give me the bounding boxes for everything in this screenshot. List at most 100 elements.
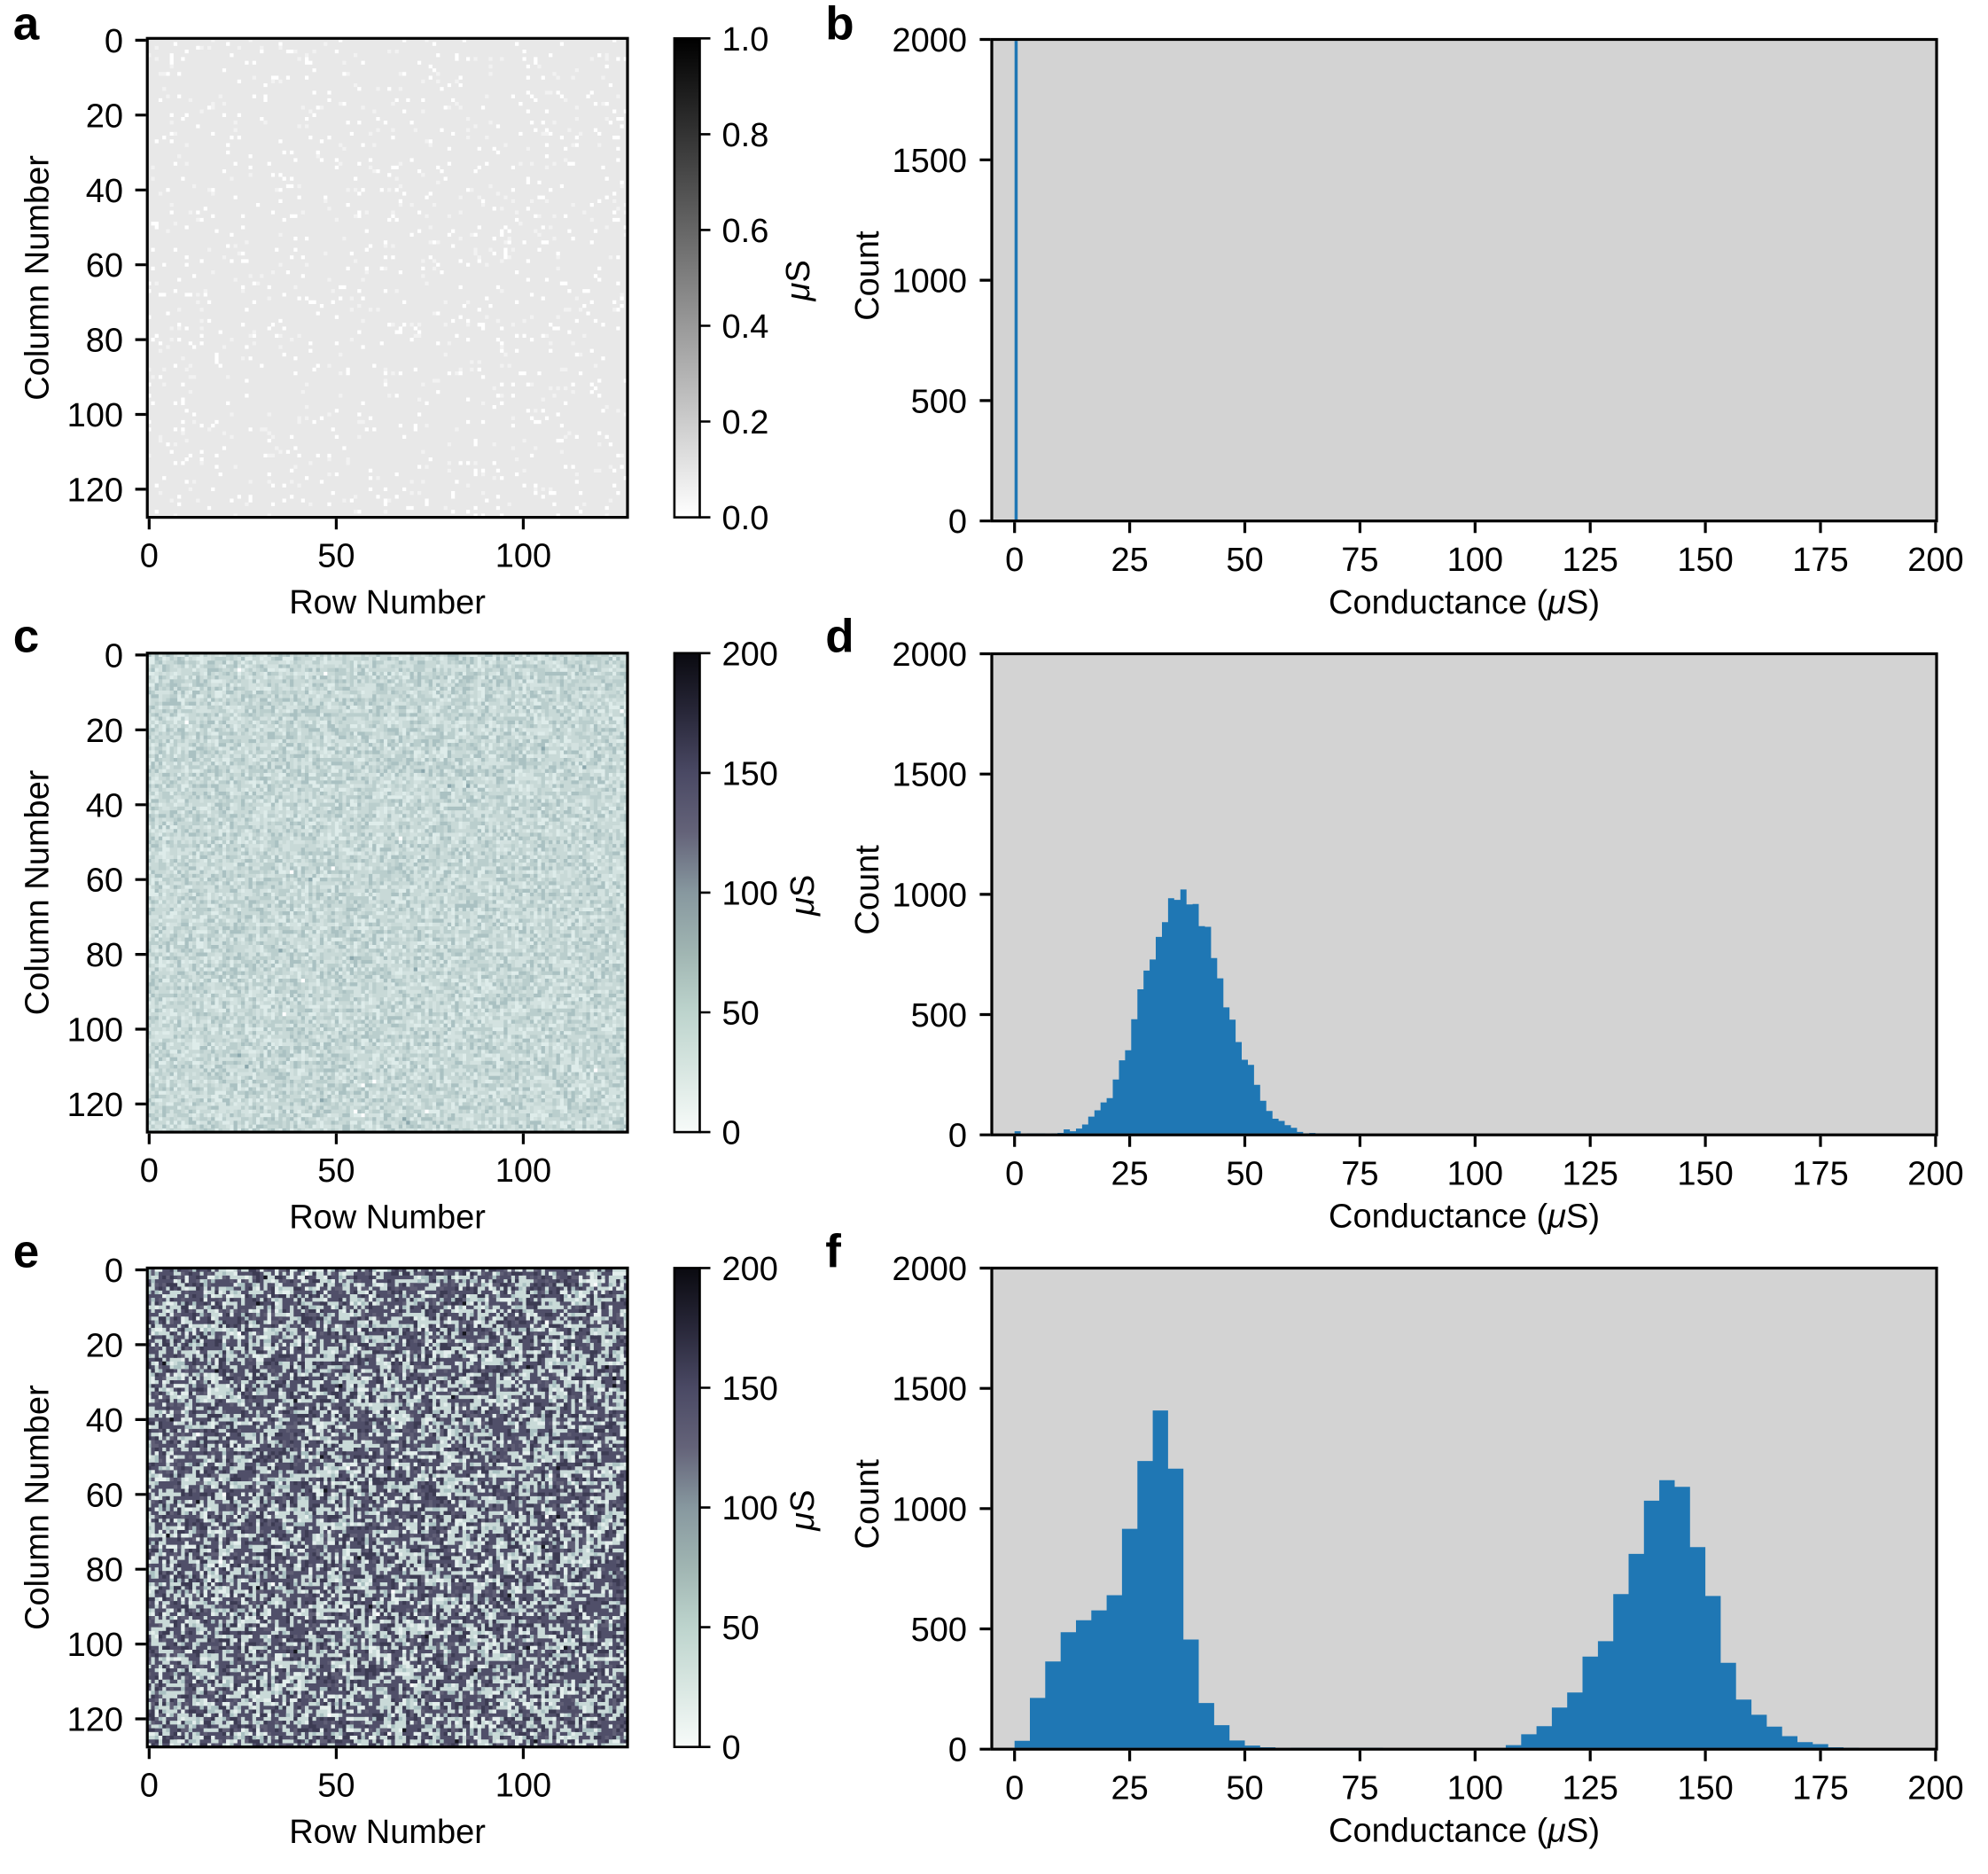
svg-text:Column Number: Column Number — [19, 769, 57, 1015]
svg-text:40: 40 — [86, 173, 123, 210]
svg-text:0.0: 0.0 — [722, 500, 769, 537]
svg-text:1500: 1500 — [892, 757, 967, 794]
svg-text:50: 50 — [317, 1152, 355, 1190]
svg-text:Row Number: Row Number — [289, 584, 486, 621]
svg-text:Conductance (μS): Conductance (μS) — [1329, 1199, 1600, 1236]
svg-text:1500: 1500 — [892, 143, 967, 180]
svg-text:0: 0 — [948, 1118, 967, 1155]
svg-text:2000: 2000 — [892, 22, 967, 59]
svg-text:20: 20 — [86, 98, 123, 135]
svg-text:60: 60 — [86, 1477, 123, 1514]
svg-text:100: 100 — [1447, 1156, 1503, 1193]
svg-text:80: 80 — [86, 323, 123, 360]
svg-text:175: 175 — [1792, 542, 1848, 579]
svg-text:a: a — [13, 0, 40, 51]
svg-text:200: 200 — [722, 1251, 778, 1288]
svg-text:100: 100 — [67, 1627, 123, 1664]
svg-text:μS: μS — [780, 260, 817, 301]
svg-text:120: 120 — [67, 472, 123, 509]
svg-text:500: 500 — [911, 1612, 967, 1649]
svg-text:75: 75 — [1341, 1770, 1378, 1808]
svg-text:100: 100 — [67, 397, 123, 434]
svg-text:0: 0 — [1005, 542, 1024, 579]
svg-text:f: f — [825, 1226, 841, 1278]
svg-text:20: 20 — [86, 1327, 123, 1364]
svg-text:60: 60 — [86, 247, 123, 285]
svg-text:1000: 1000 — [892, 1491, 967, 1528]
svg-text:50: 50 — [722, 996, 760, 1033]
svg-text:40: 40 — [86, 1402, 123, 1440]
svg-text:0: 0 — [1005, 1156, 1024, 1193]
svg-text:500: 500 — [911, 997, 967, 1035]
svg-text:Row Number: Row Number — [289, 1199, 486, 1237]
svg-text:80: 80 — [86, 937, 123, 974]
svg-text:500: 500 — [911, 383, 967, 420]
svg-text:50: 50 — [1226, 1156, 1263, 1193]
svg-text:100: 100 — [495, 1152, 551, 1190]
svg-text:60: 60 — [86, 863, 123, 900]
svg-text:0: 0 — [948, 1732, 967, 1769]
svg-text:175: 175 — [1792, 1770, 1848, 1808]
svg-text:b: b — [825, 0, 854, 51]
svg-text:100: 100 — [1447, 1770, 1503, 1808]
svg-text:1.0: 1.0 — [722, 21, 769, 59]
svg-text:0: 0 — [140, 1152, 159, 1190]
svg-text:Column Number: Column Number — [19, 1385, 57, 1630]
svg-text:1000: 1000 — [892, 263, 967, 301]
svg-text:100: 100 — [67, 1012, 123, 1050]
svg-text:150: 150 — [722, 1370, 778, 1408]
svg-text:Conductance (μS): Conductance (μS) — [1329, 584, 1600, 621]
svg-text:0: 0 — [140, 1768, 159, 1805]
svg-text:0: 0 — [722, 1115, 741, 1152]
svg-text:Count: Count — [849, 845, 886, 935]
svg-text:50: 50 — [1226, 542, 1263, 579]
svg-text:0: 0 — [105, 23, 123, 60]
svg-text:0.2: 0.2 — [722, 404, 769, 441]
svg-text:200: 200 — [1907, 1156, 1963, 1193]
svg-text:50: 50 — [722, 1610, 760, 1647]
svg-text:μS: μS — [784, 875, 822, 917]
svg-text:150: 150 — [1677, 1156, 1733, 1193]
svg-text:μS: μS — [784, 1490, 822, 1532]
svg-text:1000: 1000 — [892, 877, 967, 914]
svg-text:c: c — [13, 611, 39, 663]
svg-text:25: 25 — [1111, 1156, 1148, 1193]
svg-text:100: 100 — [1447, 542, 1503, 579]
svg-text:100: 100 — [722, 875, 778, 912]
svg-text:0: 0 — [722, 1730, 741, 1767]
svg-text:d: d — [825, 611, 854, 663]
svg-text:200: 200 — [722, 636, 778, 673]
svg-text:100: 100 — [722, 1490, 778, 1527]
svg-text:20: 20 — [86, 713, 123, 750]
svg-text:50: 50 — [317, 1768, 355, 1805]
svg-text:0: 0 — [948, 504, 967, 541]
svg-text:50: 50 — [317, 538, 355, 575]
svg-text:Row Number: Row Number — [289, 1814, 486, 1851]
svg-text:25: 25 — [1111, 542, 1148, 579]
svg-text:2000: 2000 — [892, 636, 967, 674]
svg-text:0.8: 0.8 — [722, 117, 769, 154]
svg-text:0: 0 — [105, 1253, 123, 1290]
svg-text:125: 125 — [1562, 542, 1618, 579]
svg-text:175: 175 — [1792, 1156, 1848, 1193]
svg-text:1500: 1500 — [892, 1371, 967, 1409]
svg-text:200: 200 — [1907, 1770, 1963, 1808]
svg-text:2000: 2000 — [892, 1251, 967, 1288]
svg-text:200: 200 — [1907, 542, 1963, 579]
svg-text:100: 100 — [495, 1768, 551, 1805]
svg-text:0: 0 — [105, 637, 123, 675]
svg-text:150: 150 — [1677, 542, 1733, 579]
svg-text:100: 100 — [495, 538, 551, 575]
svg-text:Count: Count — [849, 1459, 886, 1550]
svg-text:Count: Count — [849, 230, 886, 321]
svg-text:75: 75 — [1341, 1156, 1378, 1193]
svg-text:150: 150 — [1677, 1770, 1733, 1808]
svg-text:0: 0 — [1005, 1770, 1024, 1808]
svg-text:125: 125 — [1562, 1156, 1618, 1193]
svg-text:0.6: 0.6 — [722, 213, 769, 250]
svg-text:150: 150 — [722, 755, 778, 793]
svg-text:e: e — [13, 1226, 39, 1278]
svg-text:120: 120 — [67, 1087, 123, 1124]
svg-text:75: 75 — [1341, 542, 1378, 579]
svg-text:0.4: 0.4 — [722, 308, 769, 346]
